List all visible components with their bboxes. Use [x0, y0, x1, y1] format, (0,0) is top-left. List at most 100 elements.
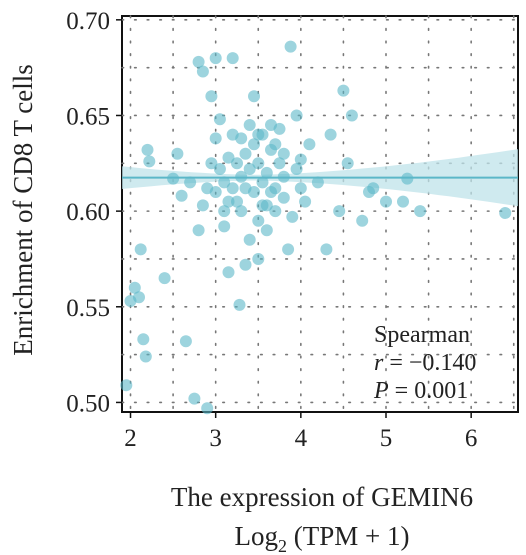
data-point: [286, 210, 299, 223]
data-point: [226, 52, 239, 65]
data-point: [265, 186, 277, 198]
y-tick-label: 0.55: [66, 295, 110, 322]
data-point: [158, 272, 171, 285]
log-base: Log: [235, 521, 279, 551]
data-point: [205, 157, 218, 170]
data-point: [273, 122, 286, 135]
data-point: [179, 335, 192, 348]
data-point: [213, 163, 226, 175]
data-point: [303, 138, 316, 151]
stats-p: P = 0.001: [373, 378, 468, 404]
data-point: [184, 176, 197, 189]
data-point: [341, 157, 354, 170]
data-point: [239, 258, 252, 271]
data-point: [269, 138, 282, 151]
data-point: [235, 132, 248, 145]
data-point: [128, 281, 141, 294]
data-point: [201, 182, 214, 195]
data-point: [139, 350, 152, 363]
data-point: [269, 205, 282, 218]
data-point: [356, 214, 369, 227]
data-point: [235, 205, 248, 218]
data-point: [196, 65, 209, 78]
data-point: [499, 207, 512, 219]
data-point: [231, 195, 243, 208]
y-tick-label: 0.70: [66, 8, 110, 35]
data-point: [209, 52, 222, 65]
x-axis-subtitle: Log2 (TPM + 1): [235, 521, 410, 555]
data-point: [273, 157, 286, 170]
data-point: [248, 90, 260, 103]
p-symbol: P: [373, 378, 389, 404]
data-point: [120, 379, 133, 392]
data-point: [252, 253, 265, 265]
data-point: [233, 298, 246, 311]
data-point: [252, 128, 265, 141]
data-point: [252, 157, 265, 170]
data-point: [192, 55, 205, 68]
data-point: [192, 224, 205, 237]
data-point: [380, 195, 392, 208]
data-point: [397, 195, 409, 208]
data-point: [239, 147, 252, 160]
plot-border: [121, 15, 519, 413]
x-tick-label: 3: [209, 425, 222, 452]
log-rest: (TPM + 1): [287, 521, 409, 551]
y-tick-label: 0.50: [66, 390, 110, 417]
data-point: [218, 205, 231, 218]
data-point: [282, 243, 295, 256]
data-point: [141, 143, 154, 156]
data-point: [243, 233, 256, 246]
x-tick-label: 2: [124, 425, 137, 452]
data-point: [134, 243, 147, 256]
x-axis-title: The expression of GEMIN6: [171, 482, 473, 512]
data-point: [226, 182, 239, 195]
data-point: [311, 176, 324, 189]
y-tick-label: 0.65: [66, 103, 110, 130]
data-point: [320, 243, 333, 256]
data-point: [188, 392, 201, 405]
data-point: [367, 182, 380, 195]
data-point: [248, 138, 260, 151]
data-point: [239, 182, 252, 195]
data-point: [260, 166, 273, 179]
data-point: [277, 147, 290, 160]
data-point: [256, 199, 269, 212]
plot-frame: [121, 15, 519, 413]
data-point: [260, 224, 273, 237]
y-tick-label: 0.60: [66, 199, 110, 226]
data-point: [243, 163, 256, 175]
data-point: [414, 205, 427, 218]
data-point: [222, 266, 235, 279]
stats-annotation: Spearman r = −0.140 P = 0.001: [373, 322, 476, 404]
p-value: = 0.001: [389, 378, 469, 404]
data-point: [222, 151, 235, 164]
data-point: [133, 291, 145, 304]
y-axis-ticks: 0.50 0.55 0.60 0.65 0.70: [66, 8, 122, 417]
x-tick-label: 6: [465, 425, 478, 452]
data-point: [299, 195, 312, 208]
data-point: [324, 128, 337, 141]
data-point: [196, 199, 209, 212]
data-point: [345, 109, 358, 122]
r-value: = −0.140: [383, 350, 476, 376]
log-subscript: 2: [278, 536, 287, 555]
data-point: [175, 189, 188, 202]
data-point: [201, 402, 214, 415]
data-points: [120, 40, 512, 415]
data-point: [231, 157, 243, 170]
data-point: [213, 113, 226, 126]
data-point: [243, 119, 256, 131]
x-axis-ticks: 2 3 4 5 6: [124, 412, 477, 452]
data-point: [252, 214, 265, 227]
data-point: [294, 153, 307, 166]
data-point: [222, 195, 235, 208]
data-point: [294, 182, 307, 195]
x-tick-label: 4: [295, 425, 308, 452]
data-point: [277, 191, 290, 204]
data-point: [256, 176, 269, 189]
data-point: [137, 333, 150, 346]
stats-r: r = −0.140: [374, 350, 476, 376]
y-axis-title: Enrichment of CD8 T cells: [8, 64, 38, 355]
